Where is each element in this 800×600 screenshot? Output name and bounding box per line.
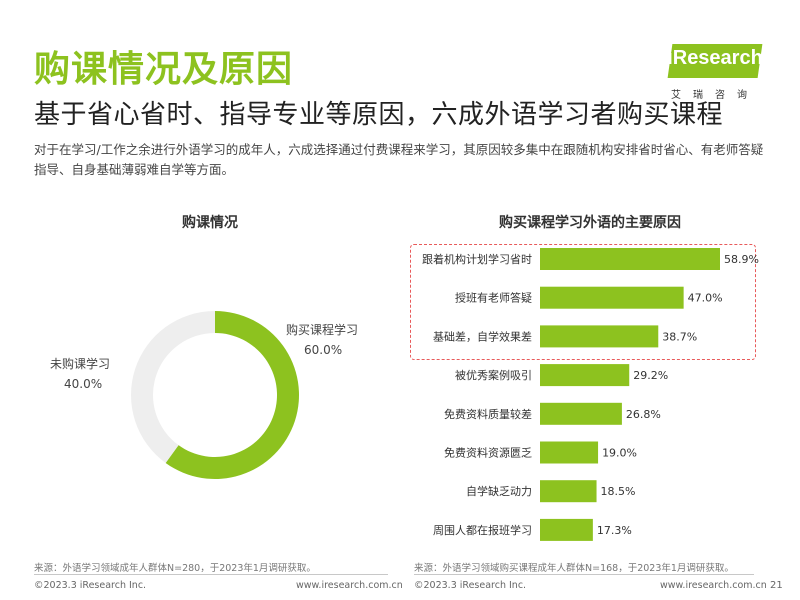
bar-value-label: 47.0% — [688, 292, 723, 305]
footer-divider-right — [414, 574, 754, 575]
donut-slice-not-purchased — [131, 311, 215, 463]
footer-copyright-right: ©2023.3 iResearch Inc. — [414, 580, 527, 591]
bar-value-label: 26.8% — [626, 408, 661, 421]
bar — [540, 441, 599, 464]
bar-chart-title: 购买课程学习外语的主要原因 — [499, 215, 681, 231]
bar-value-label: 17.3% — [597, 524, 632, 537]
donut-chart-title: 购课情况 — [182, 215, 238, 231]
page-number: 21 — [770, 580, 783, 591]
footer-divider-left — [34, 574, 388, 575]
footer-website-right: www.iresearch.com.cn — [660, 580, 767, 591]
donut-source-note: 来源：外语学习领域成年人群体N=280，于2023年1月调研获取。 — [34, 563, 316, 574]
bar-value-label: 19.0% — [602, 447, 637, 460]
reasons-bar-chart: 跟着机构计划学习省时 58.9% 授班有老师答疑 47.0% 基础差，自学效果差 38.7… — [422, 248, 759, 541]
bar-source-note: 来源：外语学习领域购买课程成年人群体N=168，于2023年1月调研获取。 — [414, 563, 734, 574]
bar — [540, 480, 597, 503]
bar-value-label: 29.2% — [633, 369, 668, 382]
bar — [540, 325, 659, 348]
donut-label-not-purchased: 未购课学习 40.0% — [50, 354, 110, 394]
page-description: 对于在学习/工作之余进行外语学习的成年人，六成选择通过付费课程来学习，其原因较多… — [34, 142, 764, 177]
bar-category-label: 自学缺乏动力 — [466, 484, 532, 498]
iresearch-logo: iResearch 艾瑞咨询 — [660, 44, 770, 106]
bar-value-label: 18.5% — [601, 485, 636, 498]
donut-chart — [131, 311, 299, 479]
bar-category-label: 跟着机构计划学习省时 — [422, 252, 532, 266]
donut-label-purchased: 购买课程学习 60.0% — [286, 320, 358, 360]
bar-value-label: 38.7% — [662, 330, 697, 343]
donut-label-not-purchased-value: 40.0% — [64, 377, 103, 391]
donut-label-purchased-name: 购买课程学习 — [286, 323, 359, 337]
bar-category-label: 周围人都在报班学习 — [433, 523, 532, 537]
footer-website-left: www.iresearch.com.cn — [296, 580, 403, 591]
bar-value-label: 58.9% — [724, 253, 759, 266]
logo-subtext: 艾瑞咨询 — [671, 90, 759, 101]
bar-category-label: 授班有老师答疑 — [455, 291, 532, 305]
top-reasons-highlight — [410, 244, 756, 360]
bar-category-label: 免费资料质量较差 — [444, 407, 532, 421]
bar — [540, 248, 720, 270]
page-title: 购课情况及原因 — [34, 49, 294, 90]
donut-label-not-purchased-name: 未购课学习 — [50, 357, 111, 371]
bar — [540, 286, 684, 309]
bar-category-label: 被优秀案例吸引 — [455, 368, 532, 382]
bar-category-label: 免费资料资源匮乏 — [444, 446, 532, 460]
page-subtitle: 基于省心省时、指导专业等原因，六成外语学习者购买课程 — [34, 100, 724, 130]
donut-slice-purchased — [165, 311, 299, 479]
logo-text: iResearch — [667, 47, 763, 69]
bar — [540, 364, 630, 387]
bar — [540, 518, 593, 541]
donut-label-purchased-value: 60.0% — [304, 343, 343, 357]
bar — [540, 402, 622, 425]
footer-copyright-left: ©2023.3 iResearch Inc. — [34, 580, 147, 591]
bar-category-label: 基础差，自学效果差 — [433, 329, 532, 343]
